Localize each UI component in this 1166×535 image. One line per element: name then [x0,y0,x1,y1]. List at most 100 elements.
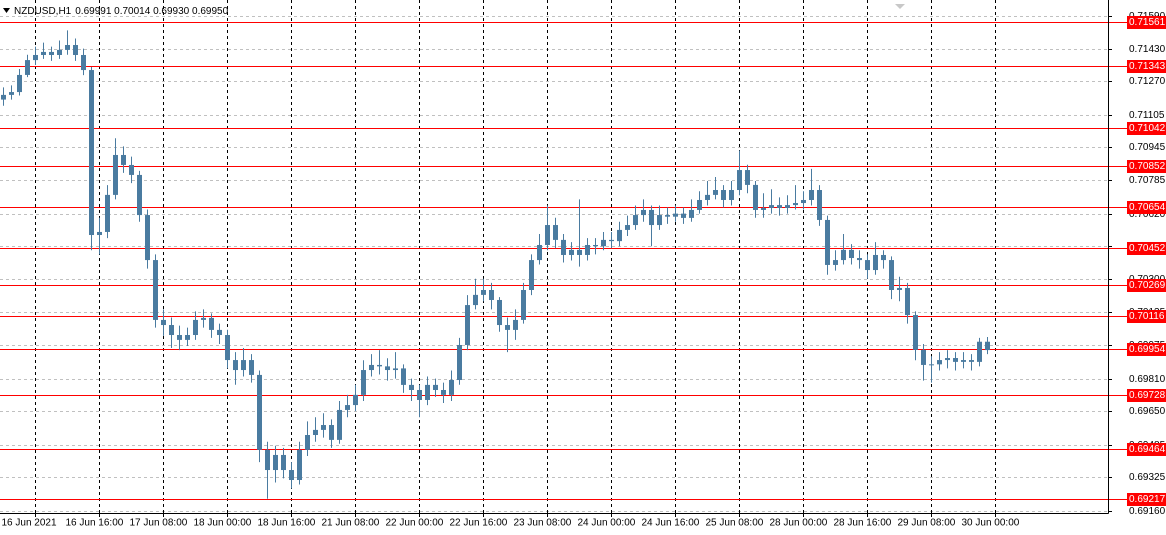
candle-body [681,213,686,218]
candle-body [673,213,678,217]
level-price-box [1127,343,1166,356]
level-price-box [1127,389,1166,402]
candle-body [97,231,102,236]
candle-body [297,449,302,481]
candle-body [561,239,566,255]
candle-body [225,335,230,361]
candles-layer [1,30,990,499]
level-price-label: 0.69954 [1129,344,1166,355]
level-price-label: 0.70116 [1129,311,1165,322]
candle-body [609,239,614,242]
y-tick-label: 0.69325 [1129,472,1166,483]
candle-body [737,170,742,191]
x-tick-label: 25 Jun 08:00 [706,518,764,529]
x-tick-label: 18 Jun 16:00 [258,518,316,529]
x-tick-label: 17 Jun 08:00 [130,518,188,529]
candle-body [633,215,638,226]
candle-body [361,370,366,395]
y-tick-label: 0.70785 [1129,175,1166,186]
x-tick-label: 18 Jun 00:00 [194,518,252,529]
y-tick-label: 0.69810 [1129,374,1166,385]
candle-body [809,190,814,200]
candle-body [65,45,70,50]
candle-body [265,449,270,471]
candle-body [401,368,406,385]
candle-body [553,225,558,240]
candle-body [313,429,318,436]
candle-body [273,454,278,471]
candle-body [841,249,846,261]
candle-body [497,299,502,326]
level-price-label: 0.69728 [1129,390,1166,401]
candle-body [953,358,958,362]
x-tick-label: 22 Jun 00:00 [386,518,444,529]
level-price-label: 0.70654 [1129,202,1166,213]
candle-body [577,249,582,255]
candle-body [409,384,414,390]
candle-body [897,287,902,291]
candle-body [25,60,30,75]
level-price-label: 0.69464 [1129,444,1166,455]
candle-body [425,384,430,400]
candle-body [153,260,158,320]
candle-body [985,341,990,351]
candle-body [201,317,206,320]
candle-body [433,384,438,390]
candle-body [33,54,38,61]
candle-body [161,319,166,326]
candle-body [305,435,310,450]
candle-body [385,366,390,371]
candle-body [369,364,374,371]
level-price-box [1127,60,1166,73]
candle-body [377,364,382,367]
candle-body [481,290,486,295]
candle-body [145,215,150,261]
candle-body [209,317,214,330]
candle-body [961,360,966,362]
candle-body [321,425,326,430]
candle-body [761,207,766,210]
candle-body [345,405,350,410]
candle-body [873,254,878,271]
candle-body [793,203,798,206]
candle-body [465,305,470,345]
level-price-label: 0.70269 [1129,280,1166,291]
level-price-label: 0.69217 [1129,494,1166,505]
level-price-label: 0.70852 [1129,161,1166,172]
candle-body [457,344,462,381]
candle-body [777,205,782,208]
candle-body [585,244,590,255]
candle-body [913,315,918,350]
candle-body [617,229,622,242]
candle-body [241,360,246,371]
candle-body [393,368,398,371]
x-tick-label: 28 Jun 00:00 [770,518,828,529]
chart-quote: 0.69991 0.70014 0.69930 0.69950 [75,6,228,17]
grid-layer [0,0,1108,513]
x-tick-label: 21 Jun 08:00 [322,518,380,529]
level-price-label: 0.71343 [1129,61,1166,72]
candle-body [257,374,262,450]
candle-body [281,454,286,471]
candle-body [977,341,982,362]
x-tick-label: 16 Jun 2021 [2,518,57,529]
y-tick-label: 0.71430 [1129,44,1166,55]
y-tick-label: 0.70945 [1129,142,1166,153]
candle-body [121,154,126,165]
x-tick-label: 23 Jun 08:00 [514,518,572,529]
candle-body [489,290,494,300]
level-price-box [1127,443,1166,456]
x-tick-label: 24 Jun 00:00 [578,518,636,529]
menu-arrow[interactable] [3,8,10,13]
chart-title: NZDUSD,H1 [14,6,72,17]
x-tick-label: 16 Jun 16:00 [66,518,124,529]
candle-body [769,205,774,208]
candle-body [881,254,886,261]
candle-body [417,389,422,400]
y-tick-label: 0.69650 [1129,406,1166,417]
candle-body [745,170,750,185]
level-price-box [1127,122,1166,135]
candle-body [857,258,862,261]
